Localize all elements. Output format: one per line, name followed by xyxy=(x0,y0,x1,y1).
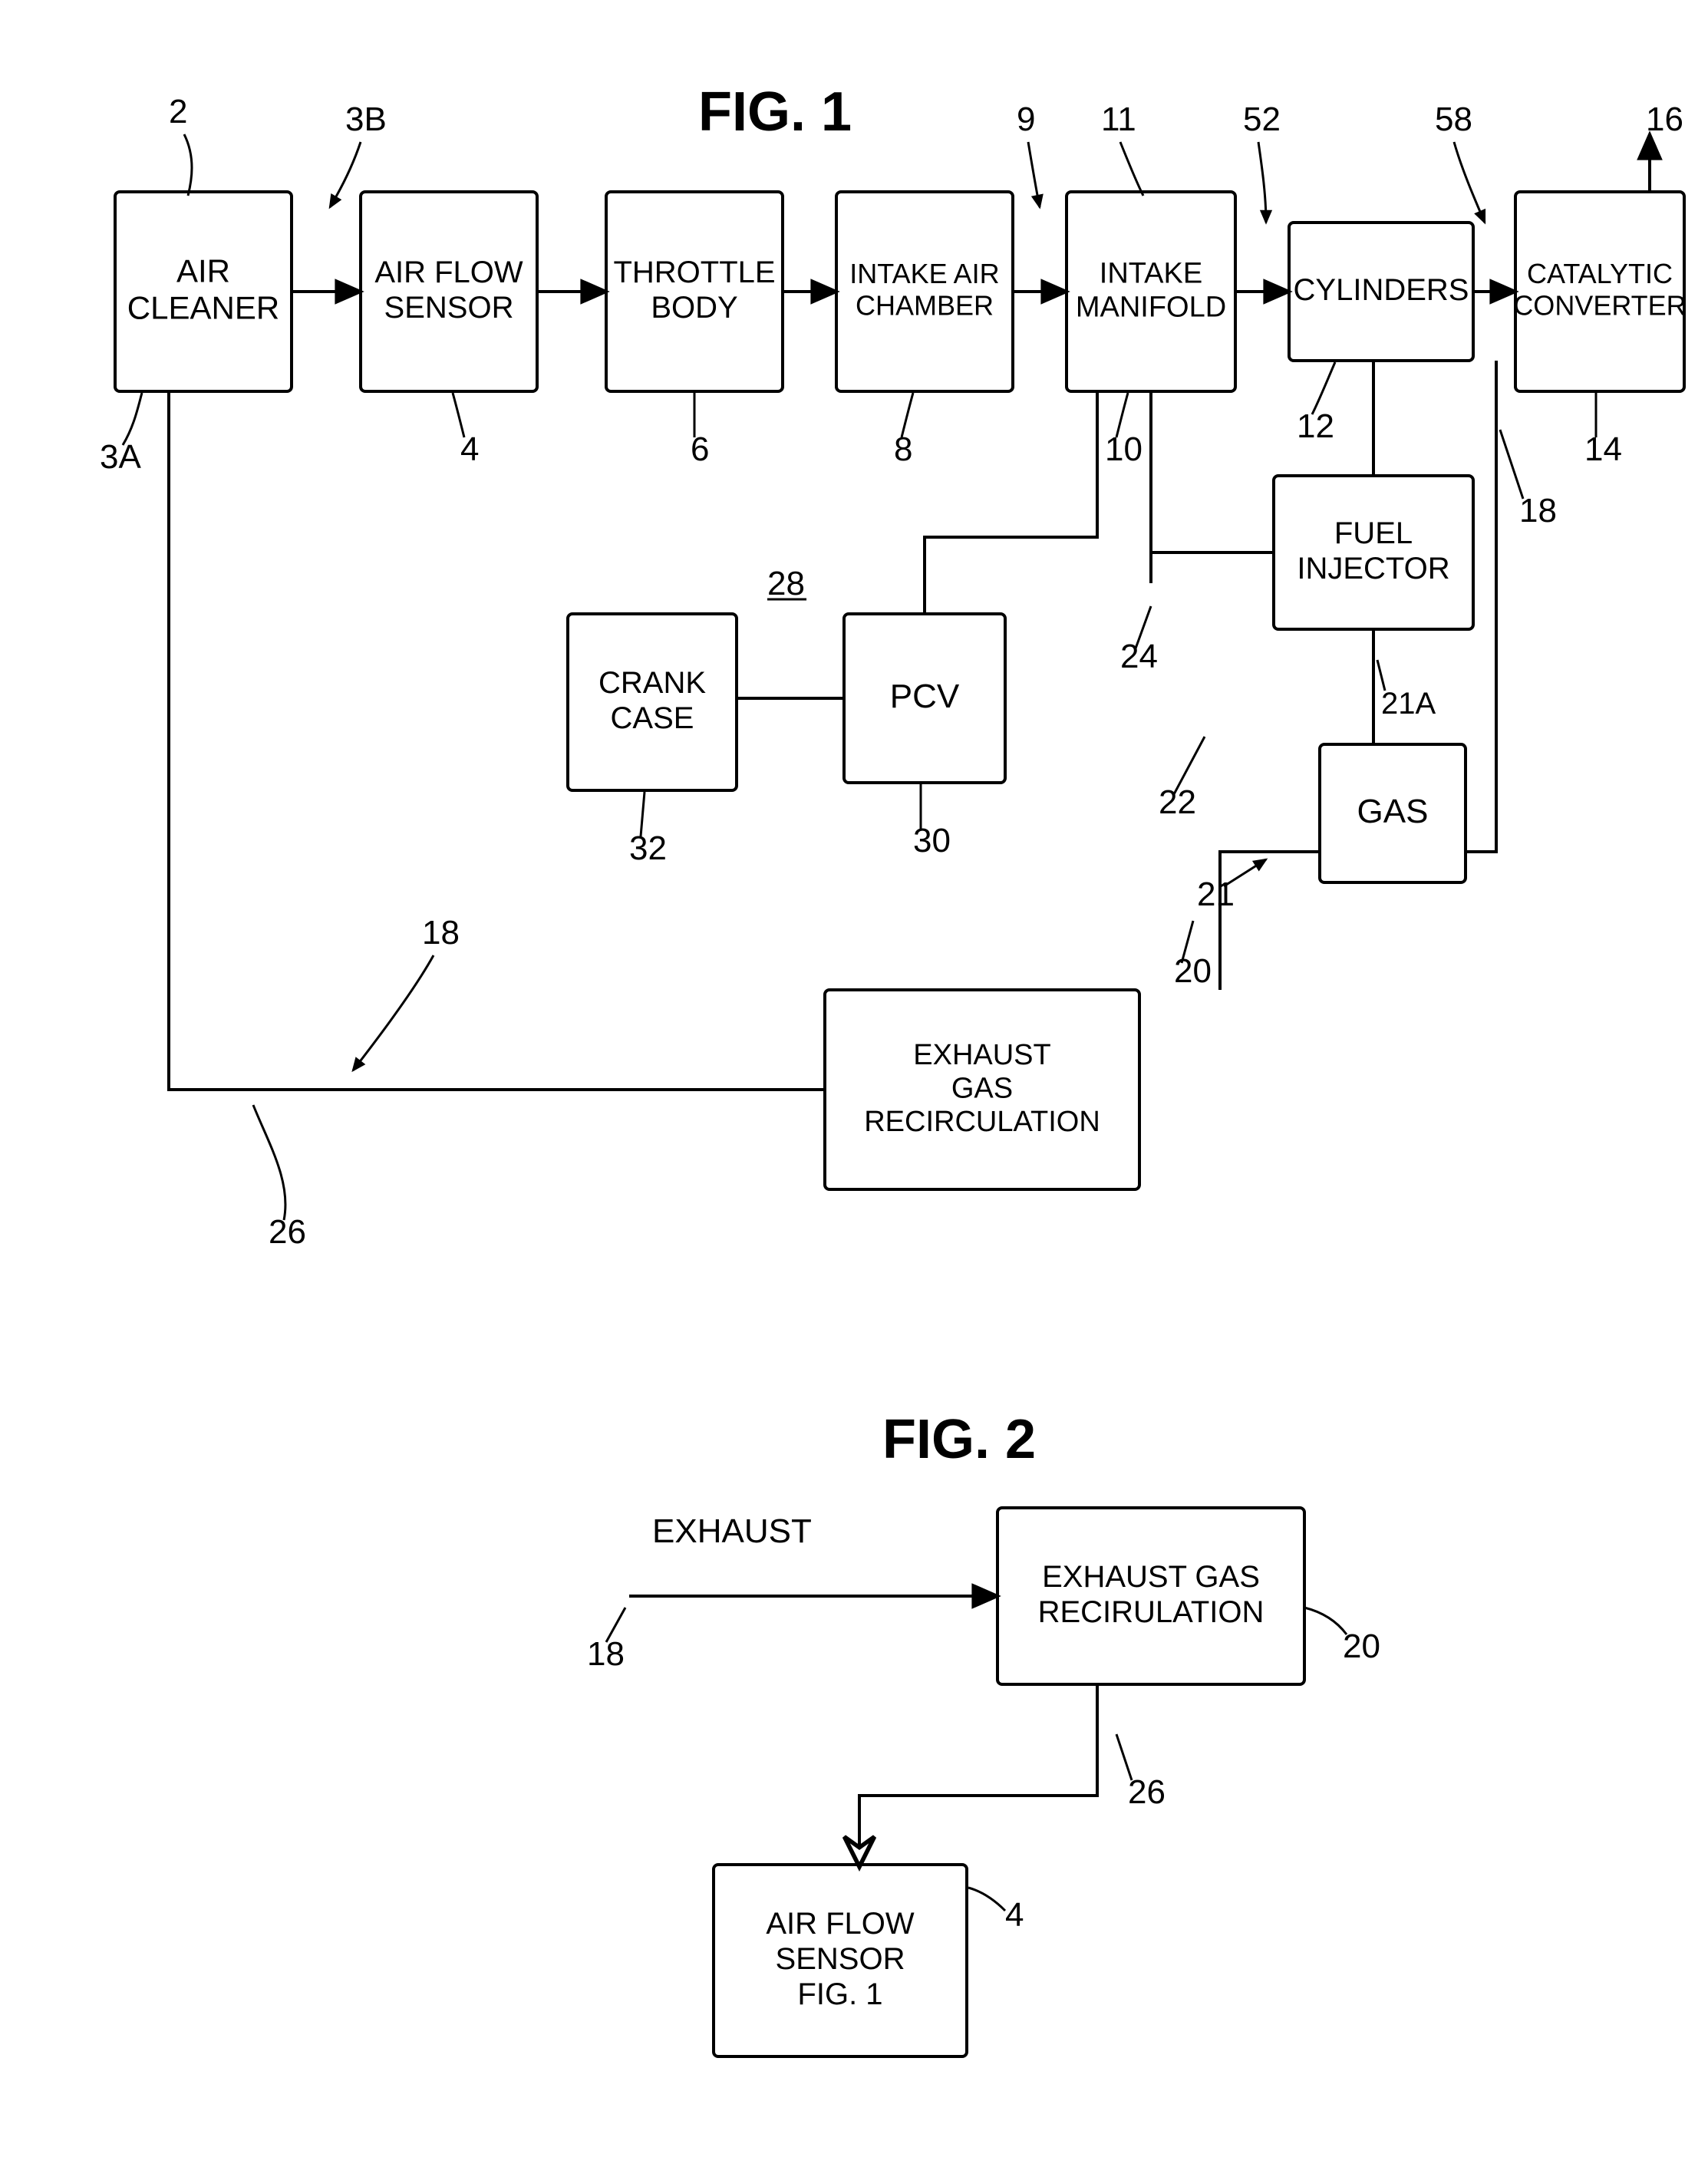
svg-text:EXHAUST GAS: EXHAUST GAS xyxy=(1042,1560,1260,1594)
gas-label: GAS xyxy=(1357,793,1429,830)
svg-text:AIR FLOW: AIR FLOW xyxy=(766,1907,915,1941)
crank_case-label: CRANKCASE xyxy=(598,666,706,735)
svg-text:FUEL: FUEL xyxy=(1334,516,1413,550)
ref-label: 10 xyxy=(1105,430,1143,468)
svg-text:RECIRULATION: RECIRULATION xyxy=(1038,1595,1265,1629)
ref-label: 22 xyxy=(1159,783,1196,821)
leader xyxy=(1120,142,1143,196)
ref-label: 3B xyxy=(345,101,387,138)
ref-label: 20 xyxy=(1174,952,1212,990)
leader xyxy=(1304,1608,1347,1634)
egr2-label: EXHAUST GASRECIRULATION xyxy=(1038,1560,1265,1629)
leader xyxy=(1454,142,1485,223)
svg-text:CHAMBER: CHAMBER xyxy=(856,290,994,322)
leader xyxy=(123,393,142,445)
connector xyxy=(925,391,1097,614)
leader xyxy=(353,955,434,1070)
ref-label: 6 xyxy=(691,430,709,468)
cylinders-label: CYLINDERS xyxy=(1294,273,1469,307)
ref-label: 58 xyxy=(1435,101,1472,138)
svg-text:AIR FLOW: AIR FLOW xyxy=(374,256,523,289)
svg-text:INTAKE: INTAKE xyxy=(1100,258,1202,290)
ref-label: 4 xyxy=(460,430,479,468)
leader xyxy=(330,142,361,207)
leader xyxy=(1377,660,1385,691)
svg-text:RECIRCULATION: RECIRCULATION xyxy=(864,1106,1100,1138)
leader xyxy=(253,1105,285,1220)
ref-label: 18 xyxy=(1519,492,1557,529)
ref-label: 26 xyxy=(1128,1773,1166,1811)
svg-text:INJECTOR: INJECTOR xyxy=(1297,552,1449,585)
svg-text:EXHAUST: EXHAUST xyxy=(913,1039,1050,1071)
svg-text:GAS: GAS xyxy=(951,1072,1013,1104)
svg-text:THROTTLE: THROTTLE xyxy=(613,256,775,289)
pcv-label: PCV xyxy=(890,678,960,715)
ref-label: 52 xyxy=(1243,101,1281,138)
air_cleaner-label: AIRCLEANER xyxy=(127,252,279,325)
svg-text:GAS: GAS xyxy=(1357,793,1429,830)
ref-label: 20 xyxy=(1343,1628,1380,1665)
ref-label: 28 xyxy=(767,565,805,602)
ref-label: 24 xyxy=(1120,638,1158,675)
air_flow_sensor-label: AIR FLOWSENSOR xyxy=(374,256,523,325)
ref-label: 18 xyxy=(422,914,460,952)
svg-text:CLEANER: CLEANER xyxy=(127,290,279,326)
ref-label: 18 xyxy=(587,1635,625,1673)
leader xyxy=(1028,142,1040,207)
fig1-title: FIG. 1 xyxy=(698,81,852,143)
ref-label: 4 xyxy=(1005,1896,1024,1934)
ref-label: 14 xyxy=(1584,430,1622,468)
ref-label: 21A xyxy=(1381,687,1436,721)
svg-text:INTAKE AIR: INTAKE AIR xyxy=(849,258,999,289)
svg-text:CRANK: CRANK xyxy=(598,666,706,700)
catalytic_converter-label: CATALYTICCONVERTER xyxy=(1513,258,1686,321)
ref-label: 11 xyxy=(1101,101,1136,138)
svg-text:SENSOR: SENSOR xyxy=(384,291,514,325)
leader xyxy=(1500,430,1523,499)
svg-text:CONVERTER: CONVERTER xyxy=(1513,290,1686,322)
svg-text:MANIFOLD: MANIFOLD xyxy=(1076,291,1226,323)
leader xyxy=(968,1888,1005,1911)
ref-label: 21 xyxy=(1197,876,1235,913)
afs2-label: AIR FLOWSENSORFIG. 1 xyxy=(766,1907,915,2011)
leader xyxy=(1258,142,1266,223)
egr-label: EXHAUSTGASRECIRCULATION xyxy=(864,1039,1100,1138)
leader xyxy=(184,134,192,196)
svg-text:PCV: PCV xyxy=(890,678,960,715)
svg-text:SENSOR: SENSOR xyxy=(776,1942,905,1976)
connector xyxy=(1466,361,1496,852)
ref-label: 8 xyxy=(894,430,912,468)
ref-label: 3A xyxy=(100,438,141,476)
connector xyxy=(1220,852,1320,990)
svg-text:CYLINDERS: CYLINDERS xyxy=(1294,273,1469,307)
intake_manifold-label: INTAKEMANIFOLD xyxy=(1076,258,1226,324)
svg-text:BODY: BODY xyxy=(651,291,737,325)
exhaust-label: EXHAUST xyxy=(652,1512,812,1550)
fuel_injector-label: FUELINJECTOR xyxy=(1297,516,1449,585)
ref-label: 32 xyxy=(629,829,667,867)
egr-return xyxy=(169,391,825,1090)
svg-text:CASE: CASE xyxy=(611,701,694,735)
egr-to-afs xyxy=(859,1684,1097,1865)
leader xyxy=(1312,362,1335,414)
ref-label: 26 xyxy=(269,1213,306,1251)
ref-label: 30 xyxy=(913,822,951,859)
ref-label: 12 xyxy=(1297,407,1334,445)
intake_air_chamber-label: INTAKE AIRCHAMBER xyxy=(849,258,999,321)
svg-text:CATALYTIC: CATALYTIC xyxy=(1527,258,1673,289)
fig2-title: FIG. 2 xyxy=(882,1409,1036,1470)
svg-text:FIG. 1: FIG. 1 xyxy=(797,1977,882,2011)
ref-label: 2 xyxy=(169,93,187,130)
ref-label: 9 xyxy=(1017,101,1035,138)
ref-16: 16 xyxy=(1646,101,1683,138)
svg-text:AIR: AIR xyxy=(176,252,230,289)
throttle_body-label: THROTTLEBODY xyxy=(613,256,775,325)
